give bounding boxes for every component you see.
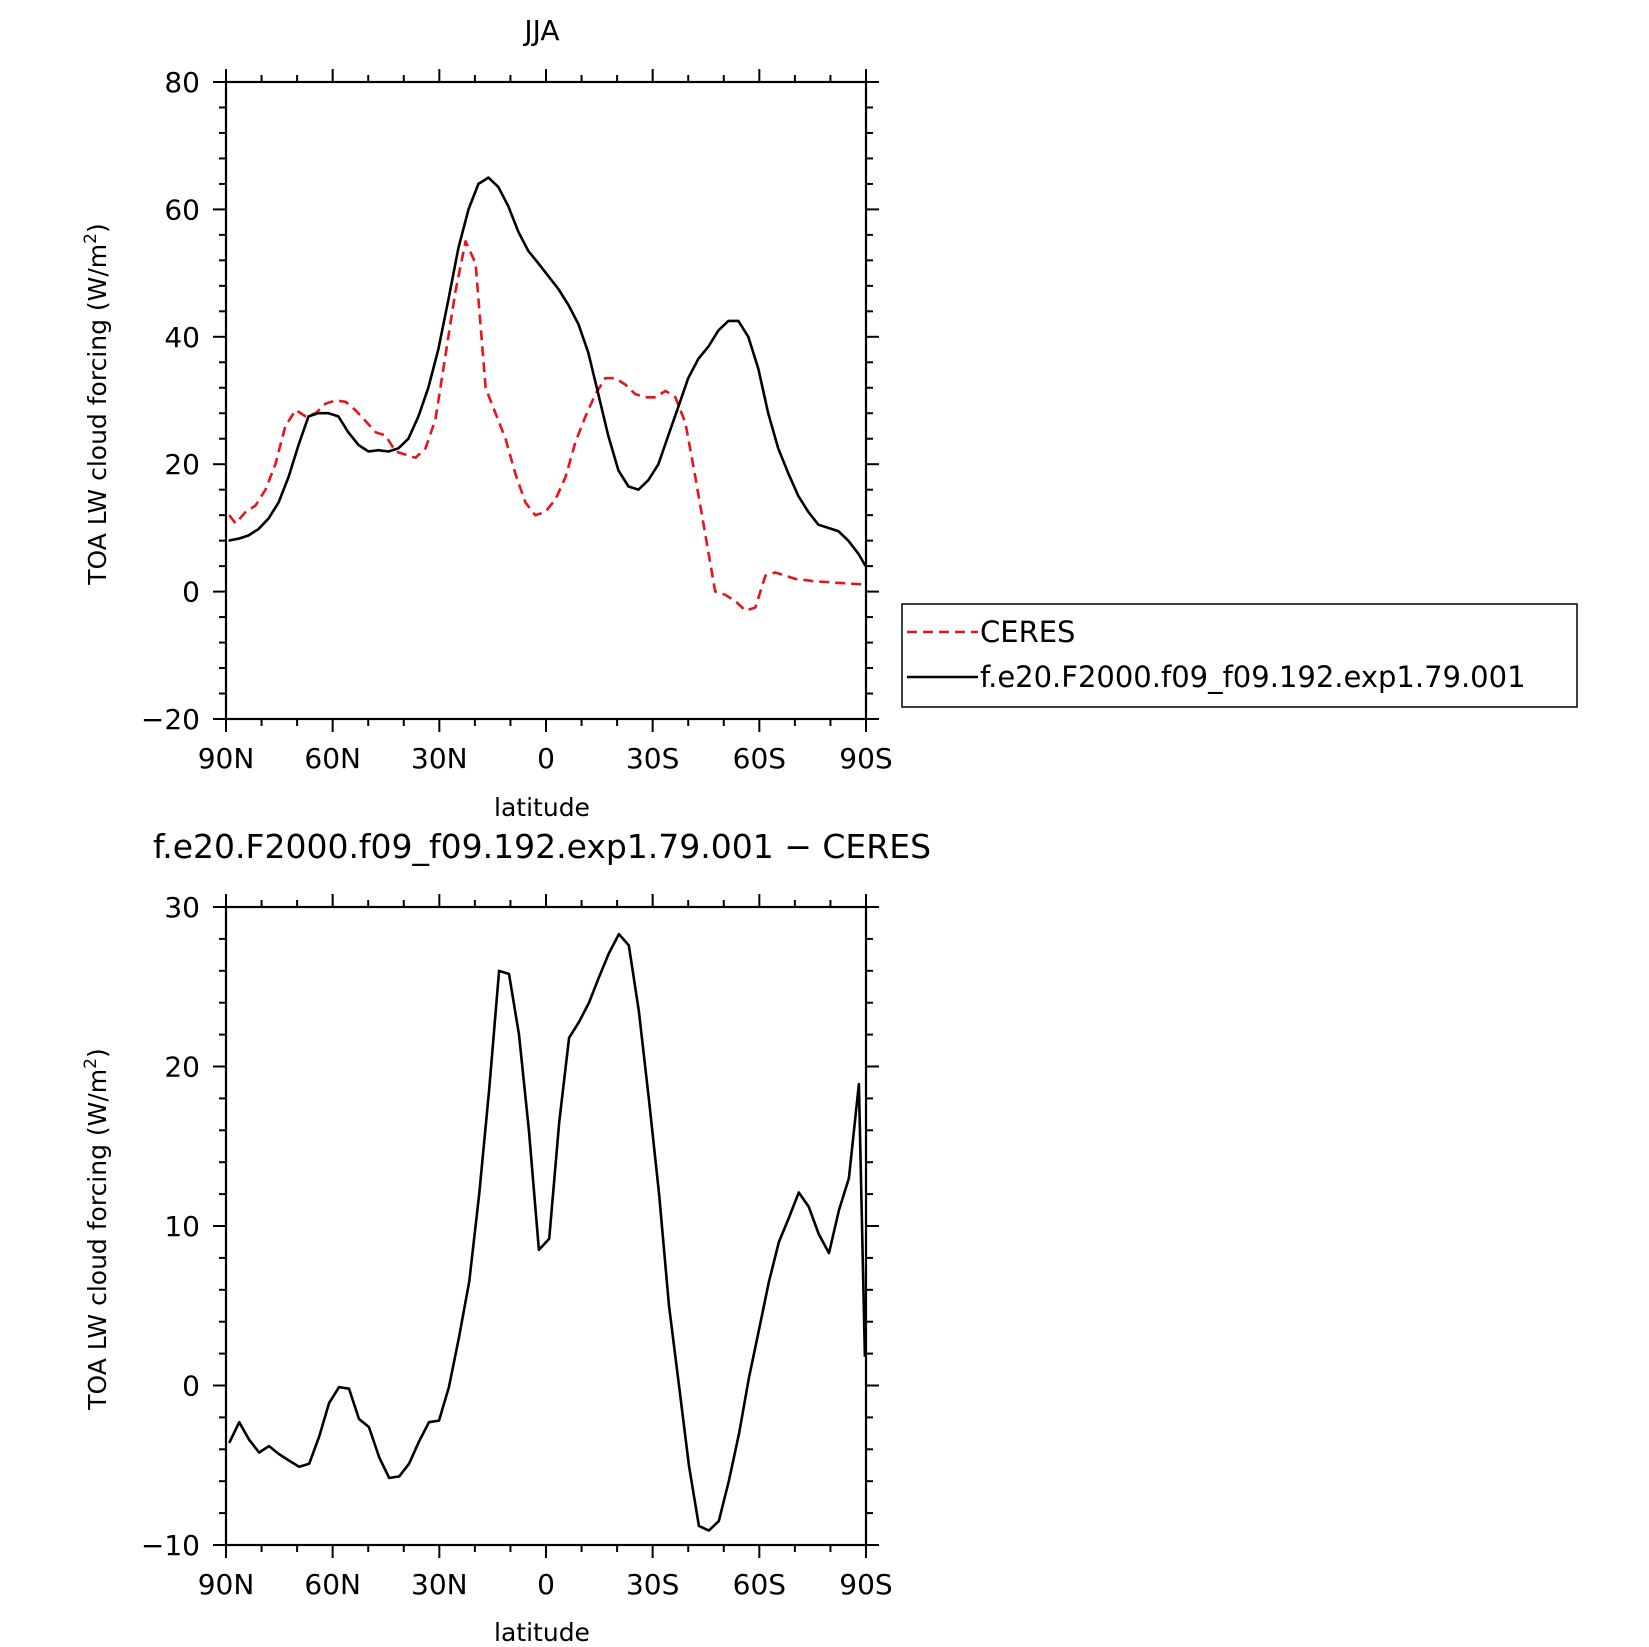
x-tick-label: 60N [304, 742, 361, 775]
y-tick-label: 20 [164, 1051, 200, 1084]
panel-bottom: f.e20.F2000.f09_f09.192.exp1.79.001 − CE… [81, 827, 931, 1647]
x-tick-label: 0 [537, 1568, 555, 1601]
svg-text:TOA LW cloud forcing (W/m2): TOA LW cloud forcing (W/m2) [81, 1048, 112, 1411]
legend: CERES f.e20.F2000.f09_f09.192.exp1.79.00… [901, 603, 1578, 708]
x-tick-label: 60S [733, 1568, 786, 1601]
y-axis-label-text: TOA LW cloud forcing (W/m [83, 1069, 112, 1411]
y-tick-label: 80 [164, 66, 200, 99]
series-line-f-e20-f2000-f09-f09-192-exp1-79-001 [228, 176, 867, 567]
y-tick-label: 40 [164, 321, 200, 354]
legend-label-ceres: CERES [980, 615, 1075, 649]
y-tick-label: −20 [141, 703, 200, 736]
x-tick-label: 60N [304, 1568, 361, 1601]
plot-frame [224, 905, 868, 1547]
x-tick-label: 30N [411, 742, 468, 775]
y-tick-label: 30 [164, 891, 200, 924]
chart-title: f.e20.F2000.f09_f09.192.exp1.79.001 − CE… [153, 827, 931, 866]
legend-box [901, 603, 1578, 708]
y-axis-label-close: ) [83, 223, 112, 233]
y-axis-label-superscript: 2 [81, 233, 101, 244]
plot-frame [224, 80, 868, 721]
y-tick-label: 60 [164, 193, 200, 226]
x-tick-label: 60S [733, 742, 786, 775]
x-tick-label: 90N [198, 742, 255, 775]
x-axis-label: latitude [494, 1618, 590, 1647]
legend-label-model: f.e20.F2000.f09_f09.192.exp1.79.001 [980, 660, 1526, 694]
x-tick-label: 0 [537, 742, 555, 775]
y-tick-label: 0 [182, 1370, 200, 1403]
y-tick-label: 20 [164, 448, 200, 481]
series-line-difference [228, 932, 867, 1532]
svg-text:TOA LW cloud forcing (W/m2): TOA LW cloud forcing (W/m2) [81, 223, 112, 586]
y-axis-label-superscript: 2 [81, 1058, 101, 1069]
y-tick-label: 0 [182, 576, 200, 609]
x-tick-label: 90S [839, 1568, 892, 1601]
chart-title: JJA [522, 14, 559, 47]
y-tick-label: −10 [141, 1529, 200, 1562]
x-tick-label: 30S [626, 742, 679, 775]
y-axis-label: TOA LW cloud forcing (W/m2) [81, 1048, 112, 1411]
panel-top: JJA TOA LW cloud forcing (W/m2) latitude… [81, 14, 893, 822]
x-tick-label: 30S [626, 1568, 679, 1601]
y-axis-label-close: ) [83, 1048, 112, 1058]
y-axis-label-text: TOA LW cloud forcing (W/m [83, 244, 112, 586]
y-axis-label: TOA LW cloud forcing (W/m2) [81, 223, 112, 586]
x-tick-label: 90S [839, 742, 892, 775]
x-axis-label: latitude [494, 793, 590, 822]
series-line-ceres [228, 240, 866, 613]
y-tick-label: 10 [164, 1210, 200, 1243]
x-tick-label: 30N [411, 1568, 468, 1601]
x-tick-label: 90N [198, 1568, 255, 1601]
